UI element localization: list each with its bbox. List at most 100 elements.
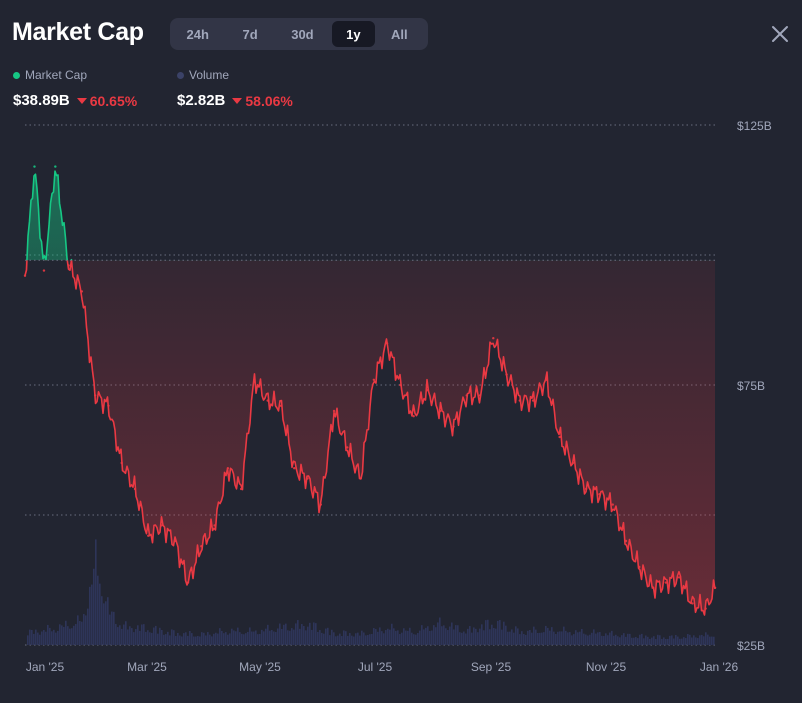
volume-bar — [573, 634, 575, 645]
tab-7d[interactable]: 7d — [242, 26, 258, 42]
volume-bar — [201, 632, 203, 645]
volume-bar — [115, 623, 117, 645]
volume-bar — [341, 636, 343, 645]
volume-bar — [39, 634, 41, 645]
volume-bar — [553, 631, 555, 645]
legend-volume: Volume $2.82B 58.06% — [177, 68, 293, 109]
volume-bar — [703, 636, 705, 645]
y-tick-label: $125B — [737, 119, 772, 133]
volume-bar — [549, 630, 551, 645]
volume-bar — [655, 639, 657, 645]
volume-bar — [113, 611, 115, 645]
volume-bar — [183, 633, 185, 645]
page-title: Market Cap — [12, 18, 144, 46]
volume-bar — [141, 624, 143, 645]
volume-bar — [493, 627, 495, 645]
tab-30d[interactable]: 30d — [291, 26, 314, 42]
market-cap-point — [505, 373, 508, 376]
volume-bar — [41, 631, 43, 645]
volume-bar — [697, 638, 699, 645]
volume-bar — [283, 624, 285, 645]
volume-bar — [639, 634, 641, 645]
volume-bar — [269, 630, 271, 645]
volume-bar — [155, 625, 157, 645]
time-range-tabs: 24h 7d 30d 1y All — [170, 18, 428, 50]
volume-bar — [543, 632, 545, 645]
volume-bar — [275, 632, 277, 645]
volume-bar — [75, 624, 77, 645]
volume-bar — [289, 630, 291, 645]
volume-bar — [179, 635, 181, 645]
market-cap-point — [93, 394, 97, 397]
caret-down-icon — [76, 97, 87, 104]
volume-bar — [695, 637, 697, 645]
volume-bar — [647, 636, 649, 645]
market-cap-point — [80, 290, 84, 293]
volume-bar — [411, 632, 413, 645]
volume-value: $2.82B — [177, 92, 226, 109]
volume-bar — [377, 631, 379, 645]
volume-bar — [413, 634, 415, 645]
volume-bar — [173, 630, 175, 645]
tab-1y[interactable]: 1y — [332, 21, 375, 47]
volume-bar — [679, 638, 681, 645]
market-cap-point — [598, 493, 601, 496]
volume-bar — [191, 633, 193, 645]
volume-bar — [259, 633, 261, 645]
volume-bar — [205, 635, 207, 645]
volume-bar — [27, 635, 29, 645]
market-cap-point — [558, 435, 561, 439]
market-cap-value: $38.89B — [13, 92, 70, 109]
volume-bar — [59, 624, 61, 645]
volume-bar — [381, 631, 383, 645]
volume-bar — [161, 629, 163, 645]
volume-bar — [197, 635, 199, 645]
volume-bar — [533, 626, 535, 645]
volume-bar — [73, 625, 75, 645]
volume-bar — [199, 636, 201, 645]
market-cap-point — [412, 415, 415, 418]
volume-bar — [169, 635, 171, 645]
market-cap-point — [359, 477, 362, 480]
volume-bar — [33, 633, 35, 645]
volume-bar — [665, 639, 667, 645]
volume-bar — [295, 623, 297, 645]
market-cap-point — [584, 487, 588, 491]
volume-bar — [565, 630, 567, 645]
volume-bar — [557, 631, 559, 645]
volume-bar — [365, 635, 367, 645]
volume-bar — [329, 635, 331, 645]
volume-bar — [367, 634, 369, 645]
tab-24h[interactable]: 24h — [186, 26, 209, 42]
volume-bar — [423, 629, 425, 645]
volume-bar — [499, 620, 501, 645]
market-cap-point — [253, 378, 256, 381]
volume-bar — [527, 630, 529, 645]
market-cap-point — [611, 503, 614, 506]
volume-bar — [83, 614, 85, 645]
tab-all[interactable]: All — [391, 26, 408, 42]
volume-bar — [315, 623, 317, 645]
volume-bar — [333, 632, 335, 645]
volume-bar — [407, 630, 409, 645]
volume-bar — [605, 633, 607, 645]
volume-bar — [287, 630, 289, 645]
volume-bar — [667, 638, 669, 645]
volume-bar — [525, 634, 527, 645]
volume-bar — [177, 632, 179, 645]
volume-bar — [691, 637, 693, 645]
volume-bar — [89, 586, 91, 645]
volume-bar — [395, 630, 397, 645]
volume-bar — [111, 611, 113, 645]
volume-bar — [233, 630, 235, 645]
volume-bar — [31, 629, 33, 645]
volume-bar — [61, 625, 63, 645]
market-cap-point — [200, 545, 203, 548]
close-icon[interactable] — [770, 24, 790, 44]
volume-bar — [303, 625, 305, 645]
volume-bar — [35, 629, 37, 645]
market-cap-point — [293, 467, 296, 470]
volume-bar — [673, 638, 675, 645]
market-cap-point — [346, 446, 349, 449]
